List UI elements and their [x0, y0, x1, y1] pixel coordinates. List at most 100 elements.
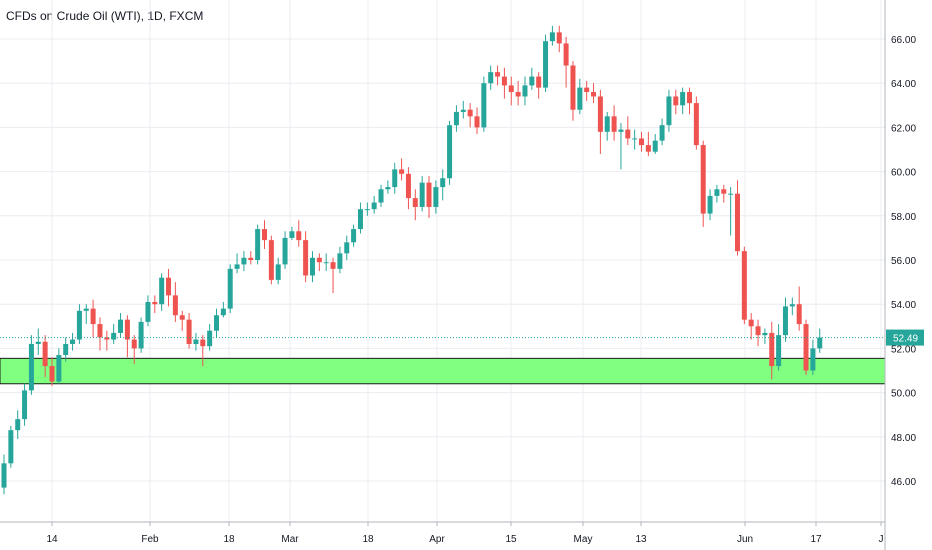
candle [700, 140, 706, 227]
candle-body [131, 339, 137, 349]
candle-body [289, 231, 295, 238]
candle-body [419, 182, 425, 207]
candle [118, 313, 124, 338]
candle-body [522, 85, 528, 97]
candle [563, 36, 569, 88]
candle-body [474, 116, 480, 128]
candle-body [721, 189, 727, 194]
candle [234, 253, 240, 274]
candle [707, 189, 713, 221]
candle [741, 246, 747, 325]
candles [1, 25, 823, 495]
candle-body [248, 257, 254, 260]
candle [508, 76, 514, 106]
candle [501, 67, 507, 99]
candle [728, 187, 734, 236]
candle-body [371, 202, 377, 210]
candle [364, 202, 370, 216]
candle-body [1, 463, 7, 488]
candle [296, 220, 302, 247]
candle [652, 134, 658, 154]
candle-body [789, 304, 795, 307]
candle [549, 25, 555, 46]
candle-body [193, 339, 199, 344]
candle [433, 180, 439, 214]
candle [467, 103, 473, 128]
candle-body [433, 187, 439, 207]
candle-body [693, 103, 699, 146]
candle [214, 308, 220, 338]
candle-body [803, 324, 809, 371]
candle [378, 184, 384, 207]
candle [405, 167, 411, 210]
candle [604, 111, 610, 141]
candle-body [241, 257, 247, 265]
candle-body [728, 193, 734, 195]
candle-body [577, 87, 583, 110]
time-tick-label: 15 [505, 534, 517, 545]
candle-body [755, 326, 761, 336]
candle-body [385, 187, 391, 190]
candle-body [275, 264, 281, 280]
time-tick-label: 18 [362, 534, 374, 545]
candle-body [652, 140, 658, 152]
candle [316, 253, 322, 272]
candle-body [453, 111, 459, 126]
candle [474, 107, 480, 135]
price-axis: 46.00 48.00 50.00 52.00 54.00 56.00 58.00 60.00… [884, 0, 924, 550]
candle-body [748, 319, 754, 327]
candle [337, 246, 343, 274]
candle [145, 295, 151, 327]
candle [200, 335, 206, 367]
candle [70, 332, 76, 351]
candle [447, 120, 453, 185]
candle-body [563, 43, 569, 66]
candle [172, 282, 178, 322]
candle [227, 264, 233, 314]
candle [453, 105, 459, 132]
candle [56, 348, 62, 384]
candle-body [42, 341, 48, 367]
price-tick-label: 62.00 [891, 123, 916, 134]
last-price-label: 52.49 [893, 334, 918, 345]
candle-body [172, 295, 178, 316]
time-tick-label: 17 [810, 534, 822, 545]
candle [597, 89, 603, 154]
candle [515, 80, 521, 106]
candle [104, 330, 110, 351]
candle [687, 87, 692, 115]
candle-body [680, 92, 686, 106]
candle [241, 251, 247, 272]
candle [275, 257, 281, 285]
candle-body [234, 264, 240, 269]
candle [488, 65, 494, 90]
candle [796, 286, 802, 331]
candle-body [207, 330, 213, 347]
candle-body [529, 76, 535, 86]
candle-body [782, 306, 788, 336]
price-tick-label: 56.00 [891, 256, 916, 267]
candle-body [124, 319, 130, 340]
time-tick-label: May [574, 534, 593, 545]
candle [803, 319, 809, 375]
candle-body [399, 169, 405, 174]
candle-body [405, 173, 411, 199]
candle [412, 189, 418, 221]
candle-body [440, 178, 446, 188]
candle-body [166, 277, 172, 296]
candle [666, 89, 672, 132]
candle-body [364, 209, 370, 211]
candle-body [536, 76, 542, 88]
candle-body [152, 301, 158, 305]
candle [385, 180, 391, 194]
candle-body [268, 240, 274, 280]
candle-body [549, 32, 555, 42]
candle [193, 332, 199, 351]
candle-body [296, 231, 302, 241]
candle-body [159, 277, 165, 305]
candle-body [76, 310, 82, 340]
candle [618, 122, 624, 170]
candle-body [639, 138, 645, 146]
candle [639, 131, 645, 152]
